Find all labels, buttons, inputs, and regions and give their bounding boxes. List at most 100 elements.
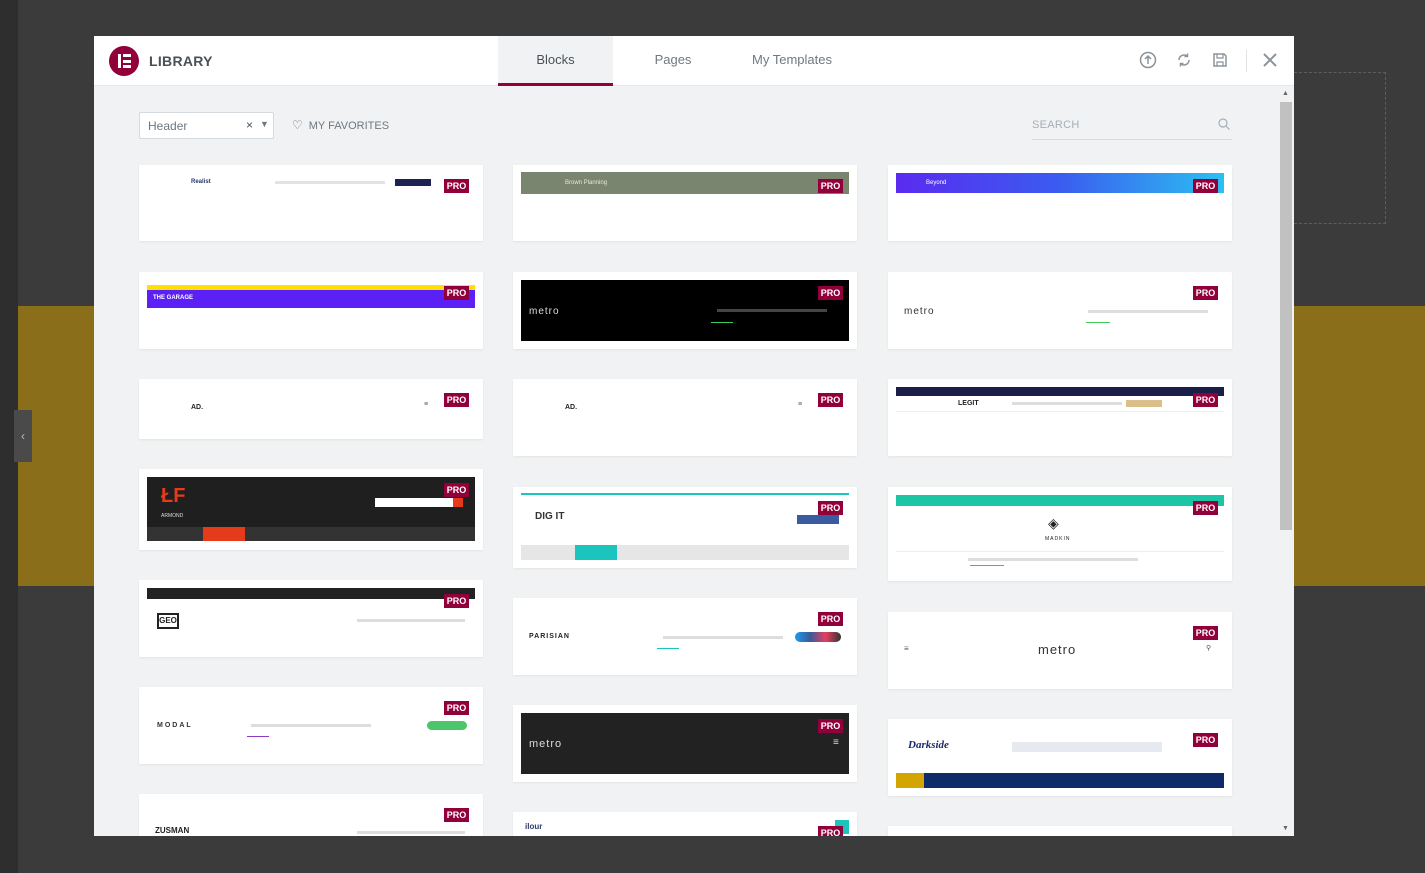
preview-topbar (896, 495, 1224, 506)
close-icon[interactable] (1260, 51, 1280, 71)
template-card-partial[interactable] (888, 826, 1232, 836)
pro-badge: PRO (444, 701, 469, 715)
menu-icon: ≡ (904, 644, 909, 653)
pro-badge: PRO (1193, 393, 1218, 407)
preview-logo: ŁF (161, 485, 186, 507)
preview-contacts (1012, 742, 1162, 752)
category-select-value: Header (148, 119, 188, 133)
preview-nav (147, 527, 475, 541)
template-brand: ARMOND (161, 513, 184, 519)
pro-badge: PRO (444, 179, 469, 193)
clear-category-icon[interactable]: × (246, 118, 254, 132)
template-card-metro-dark-2[interactable]: metro ≡ PRO (513, 705, 857, 782)
heart-icon: ♡ (292, 118, 303, 132)
chevron-down-icon[interactable]: ▼ (260, 119, 269, 129)
template-card-parisian[interactable]: PARISIAN PRO (513, 598, 857, 675)
pro-badge: PRO (818, 393, 843, 407)
elementor-logo-icon (109, 46, 139, 76)
template-brand: Realist (191, 179, 211, 185)
editor-backdrop-bottom (94, 836, 1294, 873)
menu-icon: ≡ (798, 401, 803, 408)
template-card-darkside[interactable]: Darkside PRO (888, 719, 1232, 796)
template-card-ad-2[interactable]: AD. ≡ PRO (513, 379, 857, 456)
template-card-geo[interactable]: GEO PRO (139, 580, 483, 657)
template-brand: AD. (565, 404, 578, 411)
pro-badge: PRO (818, 501, 843, 515)
template-card-modal[interactable]: MODAL PRO (139, 687, 483, 764)
tab-blocks[interactable]: Blocks (498, 36, 613, 86)
template-card-brown-planning[interactable]: Brown Planning PRO (513, 165, 857, 241)
library-title: LIBRARY (149, 53, 213, 69)
template-brand: metro (529, 738, 563, 750)
editor-backdrop-left: ‹ (0, 0, 94, 873)
preview-social (795, 632, 841, 642)
preview-nav-underline (247, 736, 269, 737)
pro-badge: PRO (818, 826, 843, 836)
preview-topbar (147, 588, 475, 599)
template-brand: ilour (525, 822, 543, 831)
preview-topbar (896, 387, 1224, 396)
preview-nav (968, 558, 1138, 561)
category-select[interactable]: Header × ▼ (139, 112, 274, 139)
template-brand: AD. (191, 404, 204, 411)
search-icon (1218, 118, 1230, 133)
tab-pages[interactable]: Pages (654, 52, 692, 67)
preview-nav (251, 724, 371, 727)
template-brand: metro (529, 306, 560, 317)
template-brand: Darkside (908, 739, 949, 751)
template-card-zusman[interactable]: ZUSMAN PRO (139, 794, 483, 836)
preview-nav-active (203, 527, 245, 541)
preview-nav (1012, 402, 1122, 405)
library-header: LIBRARY Blocks Pages My Templates (94, 36, 1294, 86)
preview-header: Beyond (896, 173, 1224, 193)
template-brand: Beyond (926, 180, 947, 186)
preview-nav (275, 181, 385, 184)
preview-divider (896, 551, 1224, 552)
pro-badge: PRO (444, 483, 469, 497)
pro-badge: PRO (1193, 501, 1218, 515)
template-card-metro-light[interactable]: metro PRO (888, 272, 1232, 349)
template-brand: LEGIT (958, 400, 979, 407)
save-icon[interactable] (1210, 51, 1230, 71)
template-library-modal: LIBRARY Blocks Pages My Templates Header… (94, 36, 1294, 836)
preview-button (395, 179, 431, 186)
scroll-down-icon[interactable]: ▼ (1282, 825, 1289, 832)
my-favorites-filter[interactable]: ♡ MY FAVORITES (292, 118, 389, 134)
template-card-ilour[interactable]: ilour PRO (513, 812, 857, 836)
pro-badge: PRO (444, 393, 469, 407)
menu-icon: ≡ (833, 737, 839, 748)
template-card-armond[interactable]: ŁF ARMOND PRO (139, 469, 483, 550)
template-card-garage[interactable]: THE GARAGE PRO (139, 272, 483, 349)
template-card-ad[interactable]: AD. ≡ PRO (139, 379, 483, 439)
preview-nav-active (575, 545, 617, 560)
preview-search (375, 498, 455, 507)
library-scrollbar[interactable]: ▲ ▼ (1278, 88, 1294, 836)
template-card-beyond[interactable]: Beyond PRO (888, 165, 1232, 241)
template-brand: MODAL (157, 722, 193, 729)
template-brand: MADKIN (1045, 536, 1071, 542)
preview-header: metro ≡ (521, 713, 849, 774)
preview-header: Brown Planning (521, 172, 849, 194)
template-card-metro-center[interactable]: ≡ metro ⚲ PRO (888, 612, 1232, 689)
pro-badge: PRO (818, 286, 843, 300)
search-input[interactable]: SEARCH (1032, 114, 1232, 140)
panel-collapse-handle[interactable]: ‹ (14, 410, 32, 462)
template-card-madkin[interactable]: ◈ MADKIN PRO (888, 487, 1232, 581)
preview-search-button (453, 498, 463, 507)
template-card-realist[interactable]: Realist PRO (139, 165, 483, 241)
my-favorites-label: MY FAVORITES (308, 120, 390, 132)
pro-badge: PRO (1193, 179, 1218, 193)
pro-badge: PRO (818, 179, 843, 193)
sync-icon[interactable] (1174, 51, 1194, 71)
template-brand: metro (904, 306, 935, 317)
tab-my-templates[interactable]: My Templates (752, 52, 832, 67)
preview-button (1126, 400, 1162, 407)
editor-panel-strip (0, 0, 18, 873)
template-card-metro-dark[interactable]: metro PRO (513, 272, 857, 349)
scrollbar-thumb[interactable] (1280, 102, 1292, 530)
template-card-legit[interactable]: LEGIT PRO (888, 379, 1232, 456)
template-card-dig-it[interactable]: DIG IT PRO (513, 487, 857, 568)
scroll-up-icon[interactable]: ▲ (1282, 90, 1289, 97)
preview-header: ŁF ARMOND (147, 477, 475, 541)
upload-icon[interactable] (1138, 51, 1158, 71)
